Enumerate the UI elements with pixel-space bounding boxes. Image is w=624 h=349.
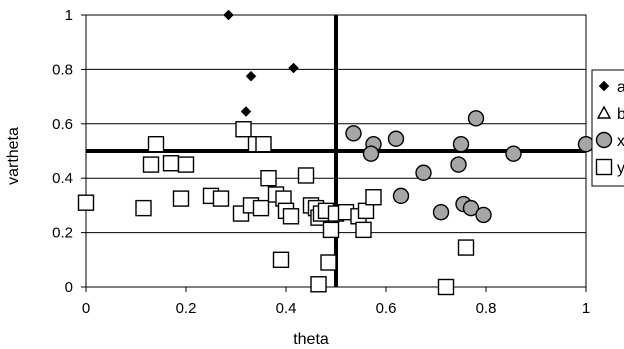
- data-point-y: [255, 135, 272, 153]
- data-point-y: [365, 189, 382, 206]
- data-point-y: [147, 135, 165, 153]
- data-point-y: [162, 155, 180, 172]
- legend-marker-y: [595, 158, 613, 176]
- data-point-a: [223, 9, 234, 21]
- data-point-y: [235, 121, 252, 138]
- data-point-x: [362, 145, 380, 162]
- y-tick-label: 0.4: [52, 170, 73, 187]
- y-tick-label: 1: [65, 7, 73, 24]
- x-tick-label: 0.6: [376, 300, 397, 317]
- data-point-y: [297, 167, 315, 184]
- legend-marker-x: [595, 131, 613, 149]
- data-point-y: [135, 199, 152, 217]
- legend-marker-a: [598, 80, 610, 92]
- legend-label-y: y: [617, 160, 624, 177]
- x-tick-label: 0.8: [476, 300, 497, 317]
- reference-lines: [86, 15, 586, 287]
- y-tick-label: 0.6: [52, 116, 73, 133]
- data-point-y: [260, 169, 277, 187]
- axis-ticks: 0 0.2 0.4 0.6 0.8 1 0 0.2 0.4 0.6 0.8 1: [52, 7, 590, 317]
- data-point-x: [452, 135, 470, 153]
- data-point-x: [345, 125, 362, 142]
- x-tick-label: 0.4: [276, 300, 297, 317]
- y-tick-label: 0.2: [52, 225, 73, 242]
- legend-label-a: a: [617, 79, 624, 96]
- data-point-y: [142, 156, 160, 173]
- x-tick-label: 1: [582, 300, 590, 317]
- data-point-y: [212, 190, 230, 207]
- x-tick-label: 0.2: [176, 300, 197, 317]
- data-point-y: [437, 278, 455, 296]
- data-point-y: [252, 199, 270, 217]
- data-point-y: [272, 251, 290, 269]
- data-point-x: [475, 206, 492, 224]
- data-point-a: [245, 70, 257, 82]
- data-points: [77, 9, 595, 296]
- data-point-y: [282, 208, 300, 225]
- data-point-y: [320, 254, 337, 271]
- data-point-x: [505, 145, 522, 162]
- data-point-a: [288, 62, 299, 74]
- data-point-a: [240, 106, 252, 117]
- y-axis-title: vartheta: [5, 127, 22, 185]
- x-axis-title: theta: [293, 331, 329, 348]
- data-point-x: [467, 110, 485, 127]
- data-point-x: [432, 203, 450, 221]
- data-point-x: [392, 187, 410, 205]
- x-tick-label: 0: [82, 300, 90, 317]
- legend-marker-b: [596, 105, 612, 119]
- data-point-y: [322, 221, 340, 239]
- data-point-y: [357, 202, 375, 220]
- data-point-y: [457, 239, 475, 256]
- data-point-y: [172, 190, 190, 207]
- data-point-x: [450, 156, 467, 173]
- data-point-x: [387, 130, 405, 147]
- legend-label-x: x: [617, 133, 624, 150]
- y-tick-label: 0: [65, 279, 73, 296]
- data-point-y: [177, 156, 195, 173]
- y-tick-label: 0.8: [52, 61, 73, 78]
- data-point-x: [415, 164, 432, 181]
- legend-label-b: b: [617, 106, 624, 123]
- data-point-y: [77, 194, 95, 211]
- data-point-x: [577, 135, 595, 153]
- data-point-x: [462, 199, 480, 217]
- data-point-y: [355, 221, 372, 239]
- data-point-y: [310, 276, 327, 293]
